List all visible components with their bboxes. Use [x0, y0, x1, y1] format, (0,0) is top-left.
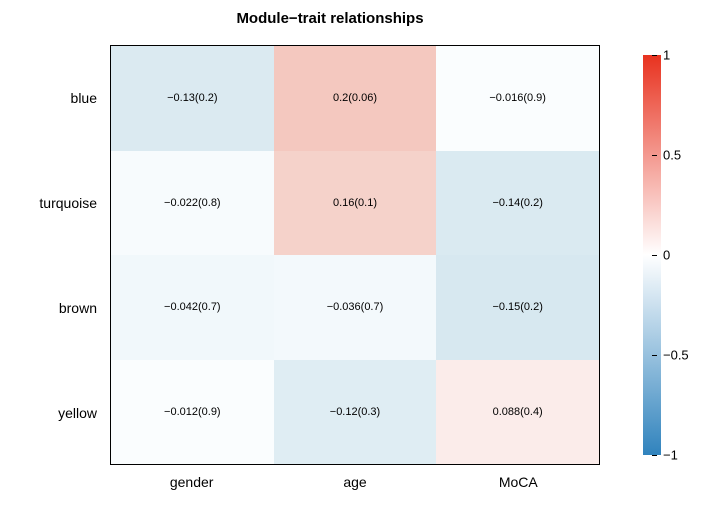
heatmap-cell: −0.036(0.7): [274, 255, 437, 360]
heatmap-cell: 0.16(0.1): [274, 151, 437, 256]
colorbar-tick-label: 1: [663, 48, 670, 63]
colorbar-tick-mark: [652, 355, 657, 356]
col-labels: genderageMoCA: [110, 470, 600, 500]
heatmap-cell: −0.016(0.9): [436, 46, 599, 151]
colorbar-tick-mark: [652, 255, 657, 256]
row-label: turquoise: [0, 150, 105, 255]
colorbar-ticks: 10.50−0.5−1: [663, 55, 697, 455]
heatmap-cell: −0.13(0.2): [111, 46, 274, 151]
colorbar-tick-mark: [652, 55, 657, 56]
colorbar-tick-label: 0: [663, 248, 670, 263]
colorbar-tick-label: 0.5: [663, 148, 681, 163]
heatmap-grid: −0.13(0.2)0.2(0.06)−0.016(0.9) −0.022(0.8…: [110, 45, 600, 465]
row-label: blue: [0, 45, 105, 150]
heatmap-cell: −0.14(0.2): [436, 151, 599, 256]
row-labels: blueturquoisebrownyellow: [0, 45, 105, 465]
col-label: MoCA: [437, 470, 600, 500]
heatmap-cell: −0.12(0.3): [274, 360, 437, 465]
heatmap-cell: −0.15(0.2): [436, 255, 599, 360]
chart-container: Module−trait relationships blueturquoise…: [0, 0, 719, 524]
colorbar-tick-label: −1: [663, 448, 678, 463]
colorbar-tick-mark: [652, 455, 657, 456]
heatmap-cell: 0.2(0.06): [274, 46, 437, 151]
row-label: yellow: [0, 360, 105, 465]
col-label: age: [273, 470, 436, 500]
colorbar-tick-mark: [652, 155, 657, 156]
colorbar-tick-label: −0.5: [663, 348, 689, 363]
heatmap-cell: −0.042(0.7): [111, 255, 274, 360]
col-label: gender: [110, 470, 273, 500]
heatmap-cell: 0.088(0.4): [436, 360, 599, 465]
heatmap-cell: −0.022(0.8): [111, 151, 274, 256]
heatmap-cell: −0.012(0.9): [111, 360, 274, 465]
row-label: brown: [0, 255, 105, 360]
chart-title: Module−trait relationships: [0, 10, 660, 27]
